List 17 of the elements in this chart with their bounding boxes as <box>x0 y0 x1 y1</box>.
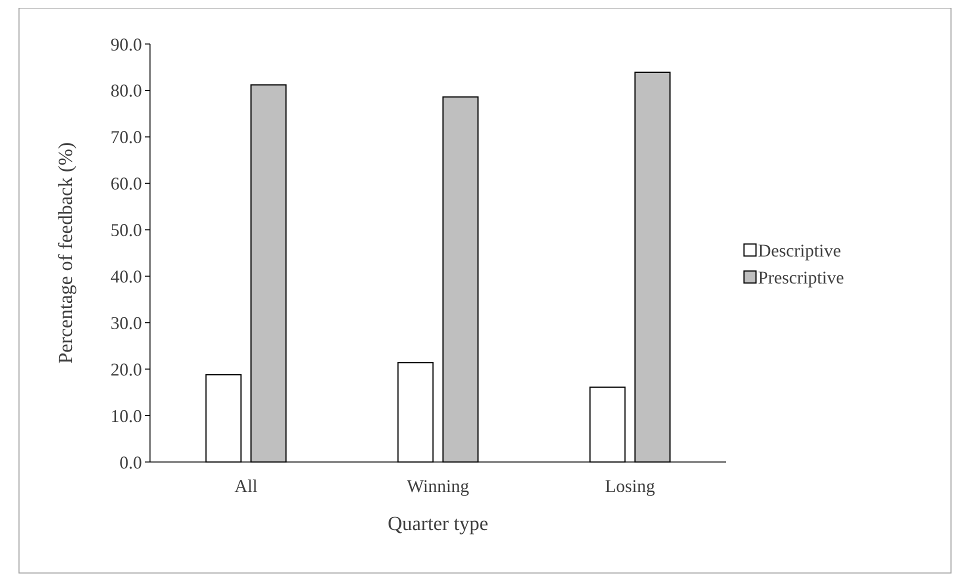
x-axis-title: Quarter type <box>388 513 488 535</box>
y-tick-label: 70.0 <box>110 127 142 148</box>
y-axis-title: Percentage of feedback (%) <box>55 142 77 364</box>
legend-label: Descriptive <box>758 240 841 260</box>
legend-label: Prescriptive <box>758 267 844 288</box>
y-tick-label: 0.0 <box>120 452 142 472</box>
x-tick-label: Winning <box>406 476 470 496</box>
y-tick-label: 60.0 <box>110 174 142 194</box>
x-tick-label: All <box>234 476 258 496</box>
y-tick-label: 40.0 <box>110 266 142 287</box>
y-tick-label: 10.0 <box>110 406 142 426</box>
y-tick-label: 20.0 <box>110 359 142 380</box>
y-tick-label: 30.0 <box>110 312 142 333</box>
y-tick-label: 50.0 <box>110 220 142 240</box>
y-tick-label: 80.0 <box>110 80 142 101</box>
y-tick-label: 90.0 <box>110 34 142 54</box>
x-tick-label: Losing <box>604 476 656 496</box>
